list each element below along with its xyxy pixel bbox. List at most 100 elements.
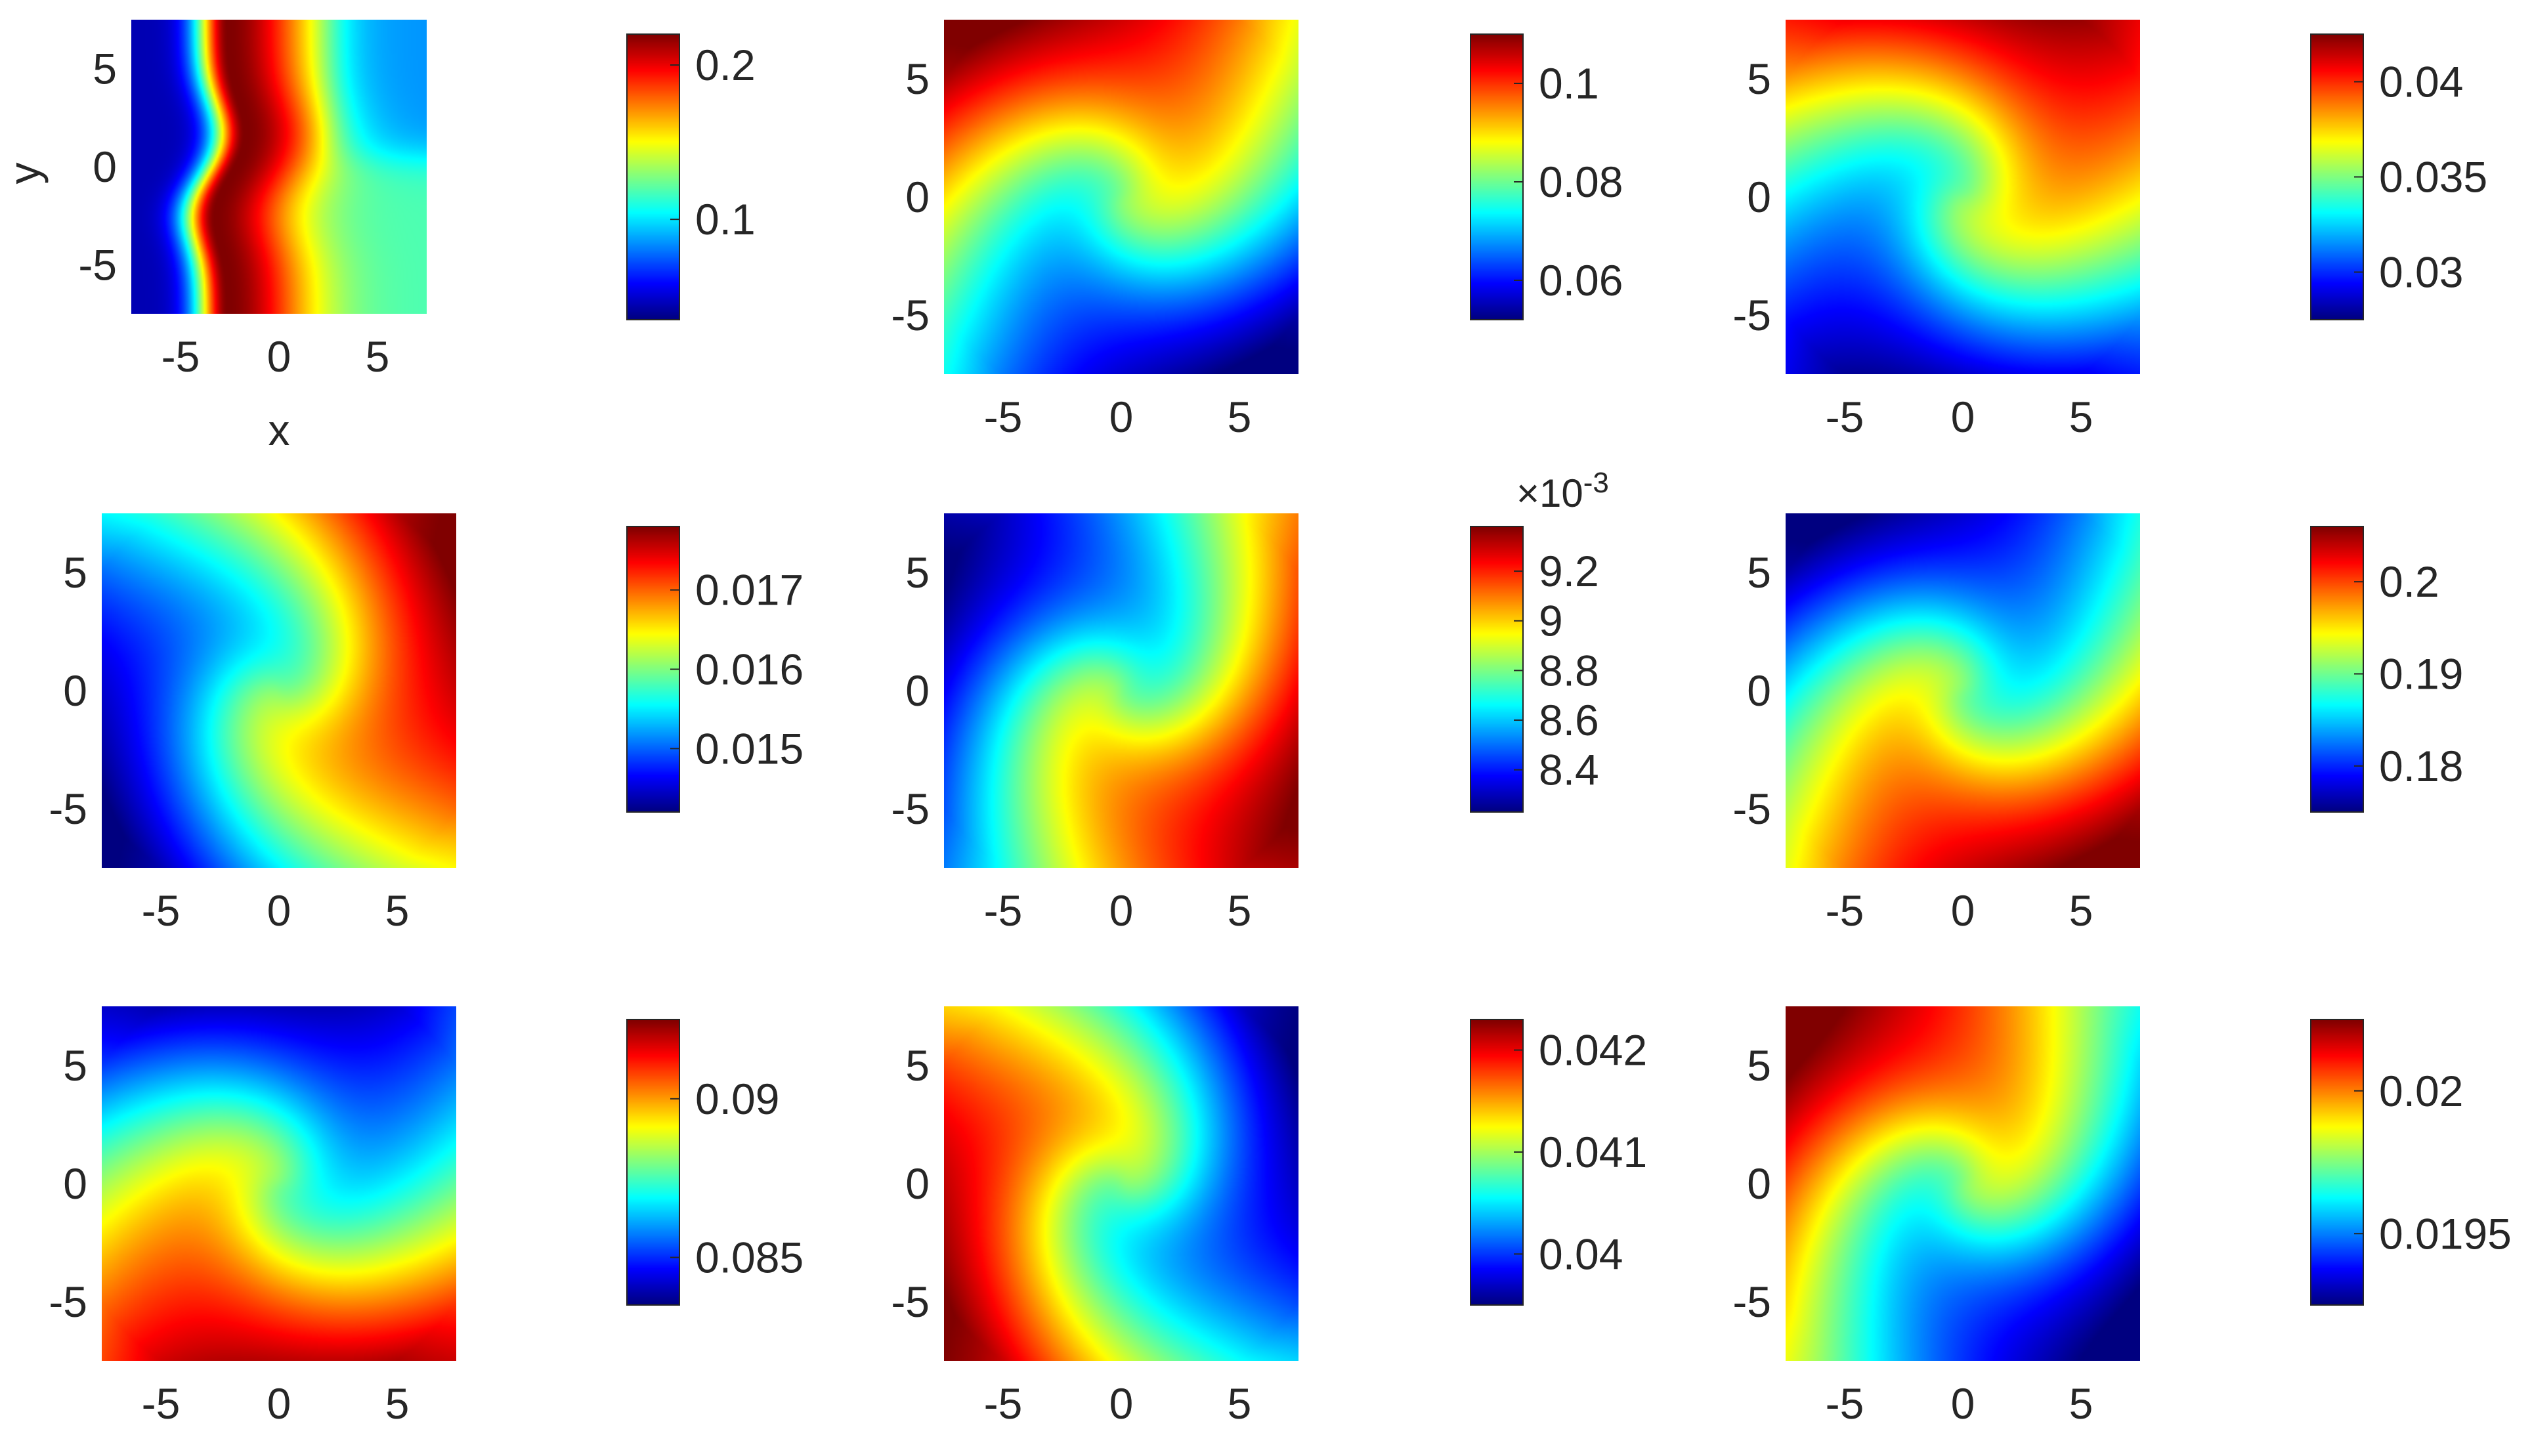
- colorbar-tick-label: 0.1: [1539, 59, 1599, 108]
- y-tick-label: 0: [1747, 1159, 1771, 1208]
- y-tick-label: 0: [1747, 173, 1771, 221]
- colorbar-tick-label: 0.2: [695, 41, 756, 89]
- heatmap-8: [944, 1006, 1298, 1361]
- x-axis-label: x: [268, 406, 290, 454]
- x-tick-label: 0: [1951, 886, 1975, 935]
- colorbar-frame: [626, 33, 680, 320]
- y-tick-label: 5: [63, 1041, 87, 1090]
- y-tick-label: -5: [1732, 291, 1771, 339]
- y-tick-label: 5: [905, 548, 930, 597]
- x-tick-label: -5: [984, 886, 1023, 935]
- colorbar-frame: [626, 1019, 680, 1306]
- x-tick-label: 0: [267, 1379, 291, 1428]
- x-tick-label: 5: [2069, 393, 2093, 441]
- x-tick-label: 0: [1951, 1379, 1975, 1428]
- x-tick-label: -5: [984, 393, 1023, 441]
- colorbar-tick-label: 0.085: [695, 1233, 804, 1282]
- x-tick-label: 5: [2069, 1379, 2093, 1428]
- colorbar-tick-label: 0.18: [2379, 742, 2463, 790]
- y-tick-label: 0: [905, 666, 930, 715]
- y-tick-label: 0: [1747, 666, 1771, 715]
- y-tick-label: -5: [891, 1277, 930, 1326]
- colorbar-gradient: [1470, 34, 1523, 320]
- x-tick-label: -5: [142, 886, 181, 935]
- y-tick-label: 5: [905, 1041, 930, 1090]
- colorbar-tick-label: 0.017: [695, 566, 804, 614]
- heatmap-9: [1786, 1006, 2140, 1361]
- colorbar-tick-label: 0.03: [2379, 248, 2463, 297]
- subplot-5: -5 0 5 5 0 -5 9.298.88.68.4 ×10-3: [891, 467, 1609, 935]
- x-tick-label: 5: [1228, 886, 1252, 935]
- colorbar-frame: [1470, 526, 1524, 813]
- y-tick-label: 0: [905, 173, 930, 221]
- y-tick-label: 0: [905, 1159, 930, 1208]
- y-tick-label: -5: [78, 240, 117, 289]
- heatmap-2: [944, 20, 1298, 374]
- colorbar-tick-label: 8.8: [1539, 646, 1599, 695]
- subplot-4: -5 0 5 5 0 -5 0.017 0.016 0.015: [49, 513, 804, 935]
- y-tick-label: -5: [891, 784, 930, 833]
- subplot-1: -5 0 5 5 0 -5 x y 0.2 0.1: [0, 20, 756, 454]
- heatmap-3: [1786, 20, 2140, 374]
- x-tick-label: -5: [161, 332, 200, 381]
- colorbar-tick-label: 0.2: [2379, 557, 2439, 606]
- heatmap-4: [102, 513, 456, 868]
- subplot-8: -5 0 5 5 0 -5 0.042 0.041 0.04: [891, 1006, 1647, 1428]
- colorbar-tick-label: 0.04: [2379, 58, 2463, 106]
- colorbar-tick-label: 9: [1539, 597, 1563, 645]
- heatmap-5: [944, 513, 1298, 868]
- x-tick-label: 5: [2069, 886, 2093, 935]
- x-tick-label: -5: [1826, 886, 1864, 935]
- x-tick-label: 0: [1109, 393, 1134, 441]
- y-tick-label: -5: [49, 1277, 87, 1326]
- colorbar-gradient: [1470, 1019, 1523, 1305]
- colorbar-tick-label: 0.042: [1539, 1026, 1647, 1075]
- colorbar-1: 0.2 0.1: [626, 33, 756, 320]
- x-tick-label: -5: [984, 1379, 1023, 1428]
- colorbar-frame: [2310, 526, 2364, 813]
- subplot-9: -5 0 5 5 0 -5 0.02 0.0195: [1732, 1006, 2512, 1428]
- colorbar-tick-label: 0.015: [695, 724, 804, 773]
- colorbar-gradient: [627, 1019, 679, 1305]
- colorbar-3: 0.04 0.035 0.03: [2310, 33, 2487, 320]
- x-tick-label: 5: [385, 886, 410, 935]
- y-tick-label: 5: [63, 548, 87, 597]
- colorbar-tick-label: 0.09: [695, 1075, 779, 1123]
- x-tick-label: -5: [1826, 1379, 1864, 1428]
- subplot-3: -5 0 5 5 0 -5 0.04 0.035 0.03: [1732, 20, 2487, 441]
- x-tick-label: 0: [1951, 393, 1975, 441]
- colorbar-tick-label: 0.041: [1539, 1128, 1647, 1176]
- subplot-6: -5 0 5 5 0 -5 0.2 0.19 0.18: [1732, 513, 2463, 935]
- colorbar-tick-label: 0.06: [1539, 256, 1623, 305]
- heatmap-7: [102, 1006, 456, 1361]
- x-tick-label: 0: [1109, 1379, 1134, 1428]
- colorbar-gradient: [627, 34, 679, 320]
- colorbar-tick-label: 0.0195: [2379, 1209, 2512, 1258]
- x-tick-label: -5: [142, 1379, 181, 1428]
- colorbar-gradient: [2311, 1019, 2363, 1305]
- colorbar-tick-label: 9.2: [1539, 547, 1599, 595]
- y-tick-label: -5: [891, 291, 930, 339]
- x-tick-label: 0: [267, 332, 291, 381]
- colorbar-8: 0.042 0.041 0.04: [1470, 1019, 1647, 1306]
- colorbar-5: 9.298.88.68.4 ×10-3: [1470, 467, 1609, 813]
- colorbar-tick-label: 8.4: [1539, 746, 1599, 794]
- colorbar-tick-label: 0.02: [2379, 1067, 2463, 1115]
- x-tick-label: 5: [1228, 1379, 1252, 1428]
- y-tick-label: 5: [93, 45, 117, 93]
- colorbar-2: 0.1 0.08 0.06: [1470, 33, 1623, 320]
- colorbar-gradient: [1470, 526, 1523, 812]
- x-tick-label: 0: [267, 886, 291, 935]
- x-tick-label: 0: [1109, 886, 1134, 935]
- colorbar-7: 0.09 0.085: [626, 1019, 804, 1306]
- colorbar-tick-label: 0.1: [695, 195, 756, 244]
- y-tick-label: -5: [49, 784, 87, 833]
- colorbar-frame: [2310, 1019, 2364, 1306]
- heatmap-1: [131, 20, 427, 314]
- y-tick-label: 0: [63, 1159, 87, 1208]
- x-tick-label: 5: [385, 1379, 410, 1428]
- y-tick-label: -5: [1732, 784, 1771, 833]
- colorbar-tick-label: 0.016: [695, 645, 804, 694]
- y-tick-label: 5: [1747, 54, 1771, 103]
